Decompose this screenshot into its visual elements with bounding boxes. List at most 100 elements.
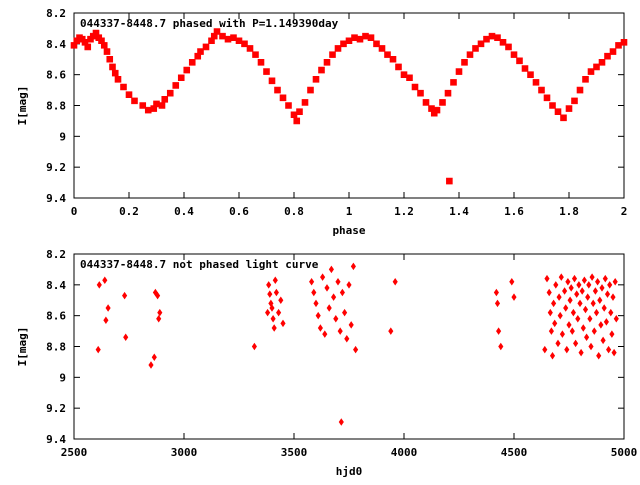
data-point — [571, 274, 578, 283]
data-point — [609, 330, 615, 338]
data-point — [488, 32, 496, 40]
x-tick-label: 4500 — [501, 446, 528, 459]
data-point — [120, 83, 127, 91]
data-point — [213, 28, 221, 35]
data-point — [602, 274, 608, 283]
data-point — [337, 327, 343, 335]
y-tick-label: 8.6 — [46, 69, 66, 82]
chart-panel-bottom: 2500 3000 3500 4000 4500 5000 8.2 8.4 8.6 8.8 9 9.2… — [16, 248, 637, 478]
data-point — [353, 345, 359, 354]
data-point — [494, 299, 501, 308]
y-tick-label: 9.4 — [46, 433, 66, 446]
data-point — [547, 308, 553, 317]
data-point — [161, 96, 169, 103]
y-tick-label: 8.8 — [46, 341, 66, 354]
data-point — [598, 321, 604, 329]
data-point — [613, 315, 619, 323]
x-tick-label: 0.6 — [229, 205, 249, 218]
data-point — [324, 284, 330, 292]
data-point — [389, 55, 397, 63]
data-point — [235, 37, 243, 45]
data-point — [346, 281, 352, 289]
data-point — [576, 281, 582, 289]
x-tick-label: 1.6 — [504, 205, 524, 218]
data-point — [311, 288, 317, 297]
data-point — [509, 278, 515, 286]
data-point — [301, 99, 309, 106]
data-point — [251, 342, 257, 351]
data-point — [498, 342, 504, 351]
data-point — [422, 99, 430, 106]
data-point — [125, 91, 133, 99]
data-point — [202, 43, 210, 51]
data-point — [578, 348, 584, 357]
data-point — [388, 327, 394, 335]
data-point — [493, 288, 499, 297]
data-point — [106, 55, 114, 63]
data-point — [95, 345, 101, 354]
data-point — [557, 311, 563, 320]
chart-panel-top: 0 0.2 0.4 0.6 0.8 1 1.2 1.4 1.6 1.8 2 8.2 8.4 8.6 8.8 9… — [16, 7, 627, 237]
data-point — [197, 48, 204, 55]
data-point — [559, 330, 565, 338]
y-tick-label: 9.2 — [46, 402, 66, 415]
data-point — [276, 308, 282, 317]
data-point — [549, 102, 556, 109]
data-point — [400, 71, 408, 78]
data-point — [172, 82, 180, 89]
data-point — [532, 79, 540, 86]
data-point — [553, 281, 559, 289]
data-point — [599, 284, 605, 292]
data-point — [450, 79, 457, 86]
y-axis-title: I[mag] — [16, 327, 29, 367]
x-tick-label: 2500 — [61, 446, 88, 459]
data-point — [606, 345, 612, 354]
data-point — [269, 304, 275, 312]
data-point — [510, 51, 518, 58]
x-tick-label: 1.8 — [559, 205, 579, 218]
data-point — [320, 273, 326, 281]
data-point — [499, 38, 507, 46]
data-point — [373, 40, 380, 48]
data-point — [543, 94, 551, 102]
data-point — [84, 43, 92, 51]
data-point — [329, 51, 336, 58]
data-point — [315, 311, 321, 320]
data-point — [549, 352, 556, 360]
data-point — [527, 71, 534, 78]
data-point — [312, 75, 320, 83]
data-point — [285, 102, 292, 109]
data-point — [597, 296, 603, 304]
data-point — [318, 66, 325, 74]
data-point — [273, 288, 279, 297]
data-point — [587, 315, 593, 323]
data-point — [411, 83, 419, 91]
data-point — [271, 324, 277, 332]
data-point — [272, 276, 278, 284]
x-tick-label: 0.8 — [284, 205, 304, 218]
data-point — [581, 276, 587, 284]
data-point — [577, 299, 583, 308]
x-tick-label: 3000 — [171, 446, 198, 459]
data-point — [348, 321, 354, 329]
data-point — [584, 333, 590, 341]
data-point — [317, 324, 323, 332]
data-point — [608, 308, 614, 317]
data-point — [562, 287, 568, 295]
data-point — [156, 315, 162, 323]
data-point — [323, 59, 331, 66]
x-tick-label: 5000 — [611, 446, 638, 459]
panel-title: 044337-8448.7 not phased light curve — [80, 258, 319, 271]
data-point — [342, 308, 348, 317]
panel-title: 044337-8448.7 phased with P=1.149390day — [80, 17, 339, 30]
data-point — [395, 63, 402, 71]
data-point — [252, 51, 259, 58]
data-point — [111, 69, 119, 77]
data-point — [263, 68, 270, 75]
data-point — [139, 102, 147, 109]
x-tick-label: 1.2 — [394, 205, 414, 218]
data-point — [461, 59, 468, 66]
data-point — [600, 336, 606, 345]
data-point — [270, 315, 276, 323]
data-point — [307, 86, 314, 94]
